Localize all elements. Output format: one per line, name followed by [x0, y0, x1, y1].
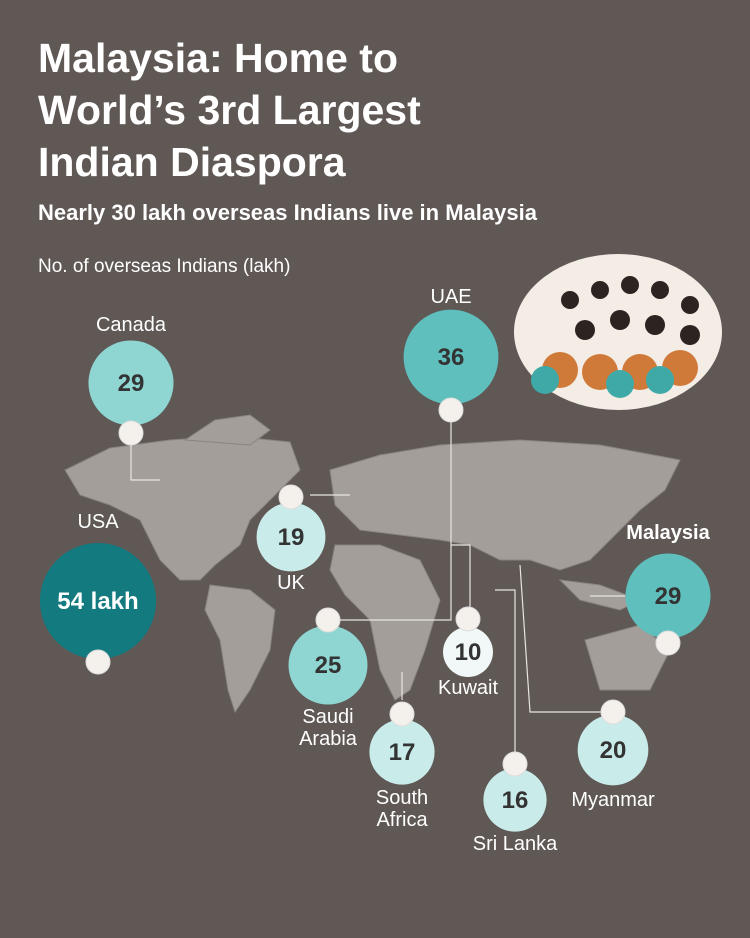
people-illustration	[514, 254, 722, 410]
flag	[315, 607, 341, 633]
value-label: 10	[455, 639, 482, 666]
flag	[438, 397, 464, 423]
value-label: No. of overseas Indians (lakh)	[38, 256, 291, 277]
bubble	[577, 714, 649, 786]
bubble	[288, 625, 368, 705]
bubble	[369, 719, 435, 785]
australia	[584, 624, 671, 691]
country-label: Canada	[95, 314, 167, 336]
bubble	[256, 502, 326, 572]
value-label: 36	[438, 344, 465, 371]
country-label: UK	[277, 572, 305, 594]
value-label: 54 lakh	[57, 588, 138, 615]
country-label: South Africa	[375, 787, 429, 831]
flag	[655, 630, 681, 656]
country-label: Kuwait	[437, 677, 499, 699]
connector	[451, 544, 471, 610]
value-label: 19	[278, 524, 305, 551]
flag	[85, 649, 111, 675]
country-label: Saudi Arabia	[299, 706, 357, 750]
connector	[130, 440, 160, 481]
value-label: 29	[118, 370, 145, 397]
value-label: 16	[502, 787, 529, 814]
value-label: 17	[389, 739, 416, 766]
flag	[600, 699, 626, 725]
flag	[278, 484, 304, 510]
flag	[389, 701, 415, 727]
value-label: 29	[655, 583, 682, 610]
country-label: Malaysia	[626, 522, 710, 544]
country-label: UAE	[430, 286, 472, 308]
bubble	[39, 542, 157, 660]
bubble	[403, 309, 499, 405]
connector	[495, 589, 516, 755]
greenland	[183, 414, 271, 446]
flag	[455, 606, 481, 632]
flag	[502, 751, 528, 777]
flag	[118, 420, 144, 446]
bubble	[88, 340, 174, 426]
country-label: Sri Lanka	[472, 833, 558, 855]
bubble	[483, 768, 547, 832]
subtitle: Nearly 30 lakh overseas Indians live in …	[38, 200, 537, 225]
south-america	[204, 584, 276, 714]
value-label: 25	[315, 652, 342, 679]
country-label: Myanmar	[571, 789, 655, 811]
bubble	[625, 553, 711, 639]
connector	[519, 564, 613, 713]
value-label: 20	[600, 737, 627, 764]
country-label: USA	[77, 511, 119, 533]
eurasia	[329, 439, 681, 571]
bubble	[443, 627, 493, 677]
connector	[340, 408, 452, 621]
title: Malaysia: Home to World’s 3rd Largest In…	[38, 35, 421, 185]
